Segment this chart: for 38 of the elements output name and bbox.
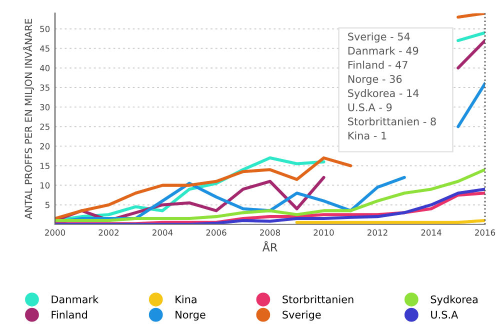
y-tick-label: 20 [40,143,50,150]
y-tick-label: 5 [45,202,50,208]
annotation: U.S.A - 9 [348,103,392,112]
y-tick-label: 35 [40,84,50,91]
x-tick-label: 2008 [260,229,280,236]
annotation: Kina - 1 [348,132,386,140]
annotation: Norge - 36 [348,75,402,85]
x-tick-label: 2010 [314,229,334,236]
legend-label: Sverige [282,310,321,321]
line-series [55,168,485,222]
annotation: Finland - 47 [348,60,408,69]
x-tick-label: 2016 [475,229,496,236]
annotation: Danmark - 49 [348,46,418,55]
x-tick-label: 2014 [421,229,442,236]
x-tick-label: 2006 [206,229,226,236]
x-tick-label: 2002 [98,229,119,236]
x-tick-label: 2012 [368,229,388,236]
legend-label: Danmark [52,295,99,304]
x-axis-title: ÅR [262,241,278,252]
legend-label: Sydkorea [430,295,478,306]
annotation: Sverige - 54 [348,32,410,43]
legend-label: Norge [176,310,206,321]
x-tick-label: 2000 [45,229,66,236]
y-tick-label: 15 [40,162,50,170]
legend-label: U.S.A [431,310,458,319]
y-tick-label: 40 [40,64,50,72]
legend-label: Storbrittanien [282,295,354,304]
y-tick-label: 30 [40,104,50,110]
annotation: Sydkorea - 14 [348,89,419,100]
y-tick-label: 25 [40,124,50,130]
y-tick-label: 45 [40,45,50,52]
legend-label: Finland [52,310,87,319]
annotation: Storbrittanien - 8 [348,117,436,126]
y-tick-label: 50 [40,26,50,32]
y-tick-label: 10 [40,182,50,189]
legend-label: Kina [176,295,196,304]
x-tick-label: 2004 [152,229,173,236]
y-axis-title: ANTAL PROFFS PER EN MILJON INVÅNARE [22,18,34,220]
